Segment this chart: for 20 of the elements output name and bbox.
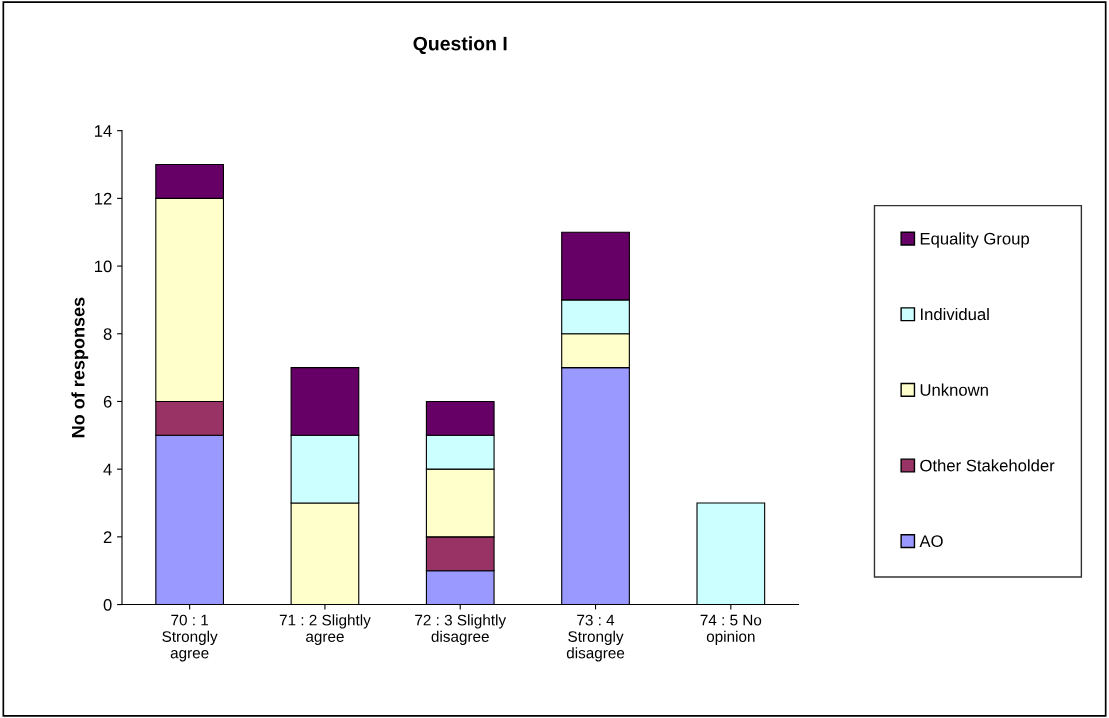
legend-label: Other Stakeholder	[920, 459, 1055, 472]
y-tick-label: 2	[103, 531, 112, 543]
y-axis-title: No of responses	[71, 297, 89, 438]
legend-label: Equality Group	[920, 232, 1030, 248]
y-tick-label: 14	[95, 125, 112, 137]
x-tick-label: 72 : 3 Slightly disagree	[415, 614, 507, 645]
x-tick-label: 71 : 2 Slightly agree	[279, 614, 371, 645]
y-tick-label: 10	[95, 260, 112, 273]
x-tick-label: 73 : 4 Strongly disagree	[566, 614, 625, 662]
y-tick-label: 12	[95, 192, 112, 205]
y-tick-label: 6	[103, 395, 112, 408]
x-tick-label: 70 : 1 Strongly agree	[162, 614, 218, 662]
legend-label: AO	[919, 535, 943, 548]
legend-label: Unknown	[920, 383, 988, 396]
chart-title: Question I	[413, 36, 507, 55]
legend-label: Individual	[921, 307, 989, 321]
y-tick-label: 0	[103, 598, 112, 611]
y-tick-label: 8	[103, 328, 112, 340]
x-tick-label: 74 : 5 No opinion	[700, 614, 762, 645]
y-tick-label: 4	[103, 463, 112, 476]
